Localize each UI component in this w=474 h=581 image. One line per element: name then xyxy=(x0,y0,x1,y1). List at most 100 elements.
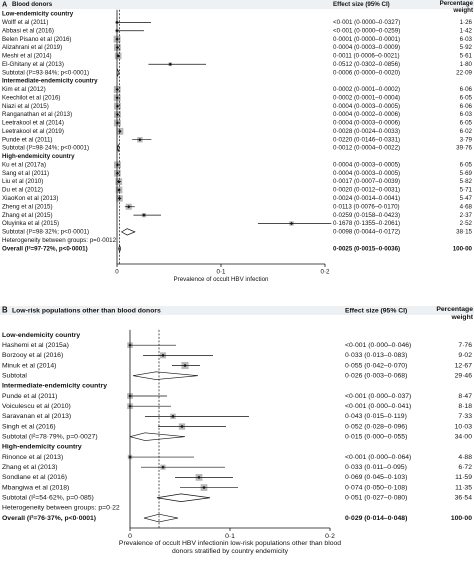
row-label: Niazi et al (2015) xyxy=(2,103,49,110)
row-label: Mbangiwa et al (2018) xyxy=(2,484,69,491)
row-label: Punde et al (2011) xyxy=(2,393,57,400)
weight-label: 5·61 xyxy=(460,53,473,60)
weight-label: 4·68 xyxy=(460,203,473,210)
row-label: Overall (I²=76·37%, p<0·0001) xyxy=(2,515,96,522)
weight-label: 4·88 xyxy=(458,454,472,461)
effect-label: 0·1678 (0·1355–0·2061) xyxy=(333,220,400,227)
row-label: Rinonce et al (2013) xyxy=(2,454,63,461)
effect-label: 0·074 (0·050–0·108) xyxy=(345,484,407,491)
point-estimate xyxy=(118,129,122,133)
effect-label: 0·0002 (0·0001–0·0002) xyxy=(333,86,400,93)
effect-label: 0·0259 (0·0158–0·0423) xyxy=(333,212,400,219)
row-label: Belen Pisano et al (2016) xyxy=(2,36,71,43)
header-band xyxy=(0,306,474,315)
subtotal-diamond xyxy=(156,493,211,502)
panel-title: Blood donors xyxy=(12,1,53,8)
weight-label: 5·82 xyxy=(460,178,473,185)
row-label: Saravanan et al (2013) xyxy=(2,413,71,420)
effect-label: 0·0004 (0·0003–0·0005) xyxy=(333,103,400,110)
point-estimate xyxy=(168,62,172,66)
effect-header: Effect size (95% CI) xyxy=(333,1,390,8)
row-label: Subtotal (I²=98·32%; p<0·0001) xyxy=(2,229,89,236)
weight-label: 8·18 xyxy=(458,403,472,410)
weight-label: 10·03 xyxy=(455,423,473,430)
effect-label: 0·069 (0·045–0·103) xyxy=(345,474,407,481)
weight-label: 38·15 xyxy=(456,229,472,236)
weight-label: 5·47 xyxy=(460,195,473,202)
panel-letter: B xyxy=(2,306,8,315)
weight-label: 11·35 xyxy=(455,484,472,491)
weight-label: 6·06 xyxy=(460,103,473,110)
effect-label: 0·0512 (0·0302–0·0856) xyxy=(333,61,400,68)
row-label: Zhang et al (2013) xyxy=(2,464,58,471)
x-tick-label: 0·1 xyxy=(217,269,227,276)
x-tick-label: 0·1 xyxy=(225,533,235,540)
effect-label: 0·0025 (0·0015–0·0036) xyxy=(333,245,400,252)
row-label: Kim et al (2012) xyxy=(2,86,46,93)
subtotal-diamond xyxy=(120,228,136,236)
weight-label: 6·03 xyxy=(460,111,473,118)
effect-label: 0·055 (0·042–0·070) xyxy=(345,362,407,369)
group-label: Intermediate-endemicity country xyxy=(2,78,98,85)
effect-label: 0·0002 (0·0001–0·0004) xyxy=(333,94,400,101)
effect-label: 0·0012 (0·0004–0·0022) xyxy=(333,145,400,152)
effect-label: 0·0028 (0·0024–0·0033) xyxy=(333,128,400,135)
point-estimate xyxy=(161,465,165,469)
x-axis-label: Prevalence of occult HBV infection xyxy=(173,276,269,283)
weight-header-box: Percentage weight xyxy=(439,0,473,15)
point-estimate xyxy=(197,475,201,479)
row-label: Punde et al (2011) xyxy=(2,136,52,143)
effect-label: 0·033 (0·013–0·083) xyxy=(345,352,407,359)
row-label: Wolff et al (2011) xyxy=(2,19,48,26)
effect-label: 0·0004 (0·0003–0·0005) xyxy=(333,170,400,177)
row-label: Leetrakool et al (2019) xyxy=(2,128,64,135)
row-label: Subtotal xyxy=(2,372,27,379)
effect-label: 0·033 (0·011–0·095) xyxy=(345,464,407,471)
weight-label: 34·00 xyxy=(455,433,473,440)
group-label: Low-endemicity country xyxy=(2,11,74,18)
weight-header: Percentage weight xyxy=(439,0,473,15)
weight-label: 100·00 xyxy=(451,515,472,522)
row-label: Oluyinka et al (2015) xyxy=(2,220,59,227)
effect-label: 0·0004 (0·0003–0·0006) xyxy=(333,120,400,127)
weight-label: 6·05 xyxy=(460,120,473,127)
weight-label: 6·03 xyxy=(460,36,473,43)
weight-label: 1·42 xyxy=(460,27,473,34)
weight-label: 8·47 xyxy=(458,393,472,400)
weight-header: Percentage weight xyxy=(436,306,473,321)
point-estimate xyxy=(202,485,206,490)
row-label: Liu et al (2010) xyxy=(2,178,43,185)
row-label: Sondlane et al (2016) xyxy=(2,474,67,481)
group-label: Low-endemicity country xyxy=(2,332,80,339)
row-label: Subtotal (I²=93·84%; p<0·0001) xyxy=(2,69,89,76)
row-label: XiaoKon et al (2013) xyxy=(2,195,58,202)
point-estimate xyxy=(180,424,184,429)
header-band xyxy=(0,0,474,9)
row-label: Zhang et al (2015) xyxy=(2,212,53,219)
effect-label: 0·026 (0·003–0·068) xyxy=(345,372,407,379)
x-tick-label: 0·2 xyxy=(325,533,335,540)
weight-label: 36·54 xyxy=(455,495,473,502)
point-estimate xyxy=(183,363,187,368)
effect-label: 0·0017 (0·0007–0·0039) xyxy=(333,178,400,185)
effect-label: 0·0220 (0·0146–0·0331) xyxy=(333,136,400,143)
effect-label: <0·001 (0·0000–0·0259) xyxy=(333,27,400,34)
row-label: Voiculescu et al (2010) xyxy=(2,403,71,410)
effect-label: 0·0024 (0·0014–0·0041) xyxy=(333,195,400,202)
heterogeneity-label: Heterogeneity between groups: p=0·0012 xyxy=(2,237,117,244)
row-label: Subtotal (I²=78·79%, p=0·0027) xyxy=(2,433,98,440)
row-label: Hashemi et al (2015a) xyxy=(2,342,69,349)
x-tick-label: 0·2 xyxy=(321,269,331,276)
point-estimate xyxy=(117,196,122,200)
weight-label: 6·72 xyxy=(458,464,472,471)
row-label: El-Ghitany et al (2013) xyxy=(2,61,64,68)
row-label: Ku et al (2017a) xyxy=(2,161,46,168)
weight-label: 6·06 xyxy=(460,86,473,93)
row-label: Leetrakool et al (2014) xyxy=(2,120,64,127)
panel-letter: A xyxy=(2,0,7,8)
weight-label: 2·37 xyxy=(460,212,473,219)
weight-label: 7·33 xyxy=(458,413,472,420)
effect-header: Effect size (95% CI) xyxy=(345,307,407,314)
row-label: Sang et al (2011) xyxy=(2,170,49,177)
